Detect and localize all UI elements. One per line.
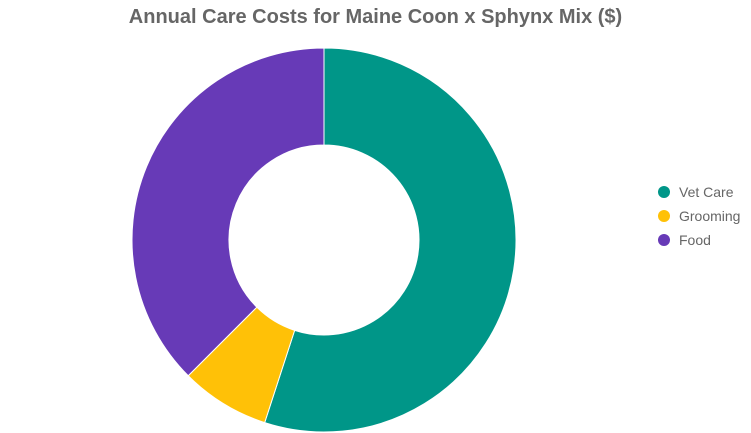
slice-vet-care[interactable] <box>264 47 517 433</box>
chart-title: Annual Care Costs for Maine Coon x Sphyn… <box>128 6 623 28</box>
legend-swatch-grooming <box>658 210 670 222</box>
legend-item-vet-care[interactable]: Vet Care <box>658 180 740 204</box>
chart-legend: Vet Care Grooming Food <box>658 180 740 252</box>
legend-label-food: Food <box>679 232 711 248</box>
legend-label-grooming: Grooming <box>679 208 741 224</box>
legend-item-food[interactable]: Food <box>658 228 740 252</box>
legend-item-grooming[interactable]: Grooming <box>658 204 740 228</box>
slice-food[interactable] <box>131 47 325 377</box>
legend-swatch-vet-care <box>658 186 670 198</box>
legend-swatch-food <box>658 234 670 246</box>
legend-label-vet-care: Vet Care <box>679 184 734 200</box>
